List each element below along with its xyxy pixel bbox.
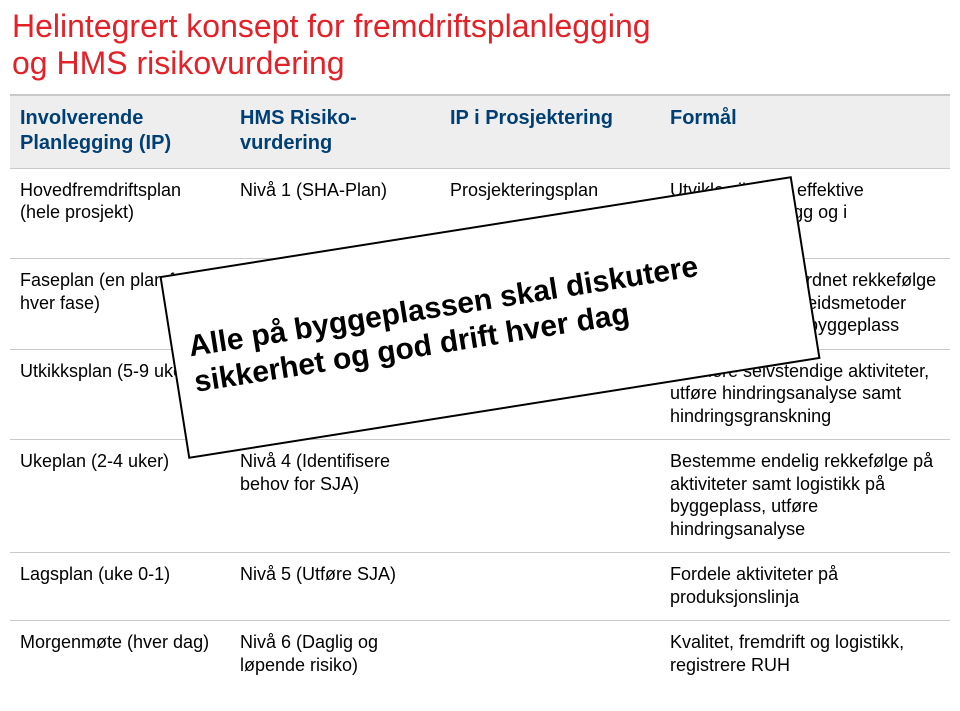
cell: Bestemme endelig rekkefølge på aktivitet… — [660, 440, 950, 553]
col-header: Involverende Planlegging (IP) — [10, 95, 230, 169]
title-line-1: Helintegrert konsept for fremdriftsplanl… — [12, 8, 651, 44]
cell — [440, 553, 660, 621]
table-header-row: Involverende Planlegging (IP) HMS Risiko… — [10, 95, 950, 169]
table-row: Morgenmøte (hver dag) Nivå 6 (Daglig og … — [10, 621, 950, 689]
table-row: Ukeplan (2-4 uker) Nivå 4 (Identifisere … — [10, 440, 950, 553]
cell: Hovedfremdriftsplan (hele prosjekt) — [10, 168, 230, 259]
title-line-2: og HMS risikovurdering — [12, 45, 345, 81]
col-header: Formål — [660, 95, 950, 169]
cell: Nivå 5 (Utføre SJA) — [230, 553, 440, 621]
table-row: Lagsplan (uke 0-1) Nivå 5 (Utføre SJA) F… — [10, 553, 950, 621]
cell: Nivå 4 (Identifisere behov for SJA) — [230, 440, 440, 553]
cell: Nivå 6 (Daglig og løpende risiko) — [230, 621, 440, 689]
col-header: IP i Prosjektering — [440, 95, 660, 169]
cell — [440, 440, 660, 553]
cell: Fordele aktiviteter på produksjonslinja — [660, 553, 950, 621]
cell: Lagsplan (uke 0-1) — [10, 553, 230, 621]
cell: Morgenmøte (hver dag) — [10, 621, 230, 689]
cell: Kvalitet, fremdrift og logistikk, regist… — [660, 621, 950, 689]
cell — [440, 621, 660, 689]
slide-title: Helintegrert konsept for fremdriftsplanl… — [0, 0, 960, 94]
col-header: HMS Risiko-vurdering — [230, 95, 440, 169]
callout-text: Alle på byggeplassen skal diskutere sikk… — [186, 235, 794, 401]
